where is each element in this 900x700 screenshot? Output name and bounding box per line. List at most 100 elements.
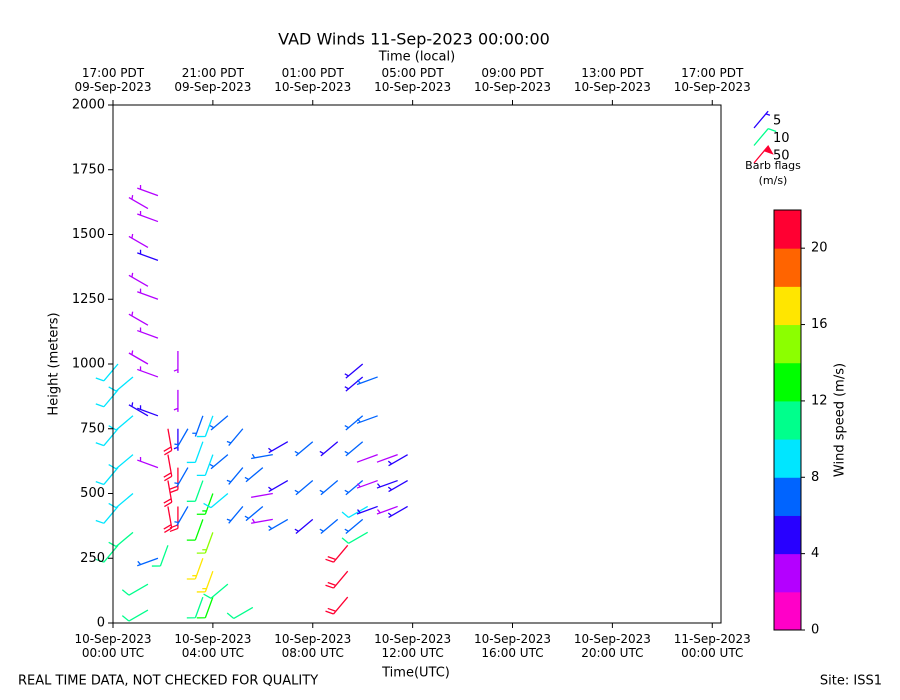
wind-barb [376, 505, 398, 515]
wind-barb [95, 389, 119, 408]
y-tick-label: 1250 [72, 292, 105, 307]
wind-barb [268, 518, 289, 531]
wind-barb [128, 195, 149, 210]
top-axis-label: Time (local) [378, 50, 455, 65]
colorbar-segment [774, 439, 801, 478]
wind-barb [344, 441, 364, 457]
colorbar-segment [774, 248, 801, 287]
colorbar-tick-label: 0 [811, 623, 819, 638]
wind-barb [244, 467, 264, 483]
top-x-tick-label: 05:00 PDT 10-Sep-2023 [374, 66, 452, 94]
top-x-tick-label: 17:00 PDT 09-Sep-2023 [74, 66, 152, 94]
legend-title: Barb flags (m/s) [745, 159, 801, 187]
wind-barb [186, 596, 204, 619]
y-axis-label: Height (meters) [47, 312, 62, 415]
colorbar-segment [774, 210, 801, 249]
wind-barb [341, 531, 369, 544]
legend-barb [753, 145, 774, 164]
y-tick-label: 0 [97, 616, 105, 631]
wind-barb [268, 479, 289, 493]
x-tick-label: 10-Sep-2023 00:00 UTC [74, 632, 152, 660]
legend-label: 50 [773, 149, 790, 164]
wind-barb [95, 506, 119, 524]
wind-barb [226, 606, 254, 620]
y-tick-label: 1500 [72, 227, 105, 242]
site-label: Site: ISS1 [820, 674, 882, 689]
wind-barb [226, 428, 244, 447]
wind-barb [325, 596, 349, 615]
wind-barb [344, 376, 364, 392]
wind-barb [376, 454, 398, 463]
wind-barb [95, 544, 119, 563]
wind-barb [356, 454, 378, 463]
wind-barb [387, 505, 408, 519]
wind-barb [294, 518, 314, 535]
y-tick-label: 1750 [72, 162, 105, 177]
wind-barb [174, 506, 189, 526]
colorbar-tick-label: 8 [811, 470, 819, 485]
top-x-tick-label: 01:00 PDT 10-Sep-2023 [274, 66, 352, 94]
wind-barb [128, 233, 149, 249]
wind-barb [121, 609, 149, 622]
wind-barb [376, 479, 398, 489]
wind-barb [186, 558, 204, 580]
wind-barb [137, 288, 159, 300]
wind-barb [196, 570, 214, 593]
x-tick-label: 10-Sep-2023 08:00 UTC [274, 632, 352, 660]
wind-barb [196, 454, 214, 477]
colorbar-segment [774, 477, 801, 516]
x-tick-label: 10-Sep-2023 04:00 UTC [174, 632, 252, 660]
wind-barb [356, 479, 378, 489]
wind-barb [244, 505, 264, 522]
wind-barb [294, 441, 314, 457]
wind-barb [319, 441, 339, 457]
wind-barb [95, 363, 119, 382]
y-tick-label: 500 [80, 486, 105, 501]
colorbar-segment [774, 515, 801, 555]
x-tick-label: 11-Sep-2023 00:00 UTC [673, 632, 751, 660]
wind-barb [387, 479, 408, 493]
wind-barb [294, 480, 314, 496]
wind-barb [344, 518, 364, 535]
wind-barb [163, 454, 173, 482]
wind-barb [95, 467, 119, 486]
legend-label: 5 [773, 114, 781, 129]
wind-barb [196, 415, 214, 438]
wind-barb [186, 519, 204, 541]
top-x-tick-label: 13:00 PDT 10-Sep-2023 [573, 66, 651, 94]
wind-barb [169, 506, 179, 533]
wind-barb [356, 376, 378, 386]
wind-barb [251, 492, 273, 498]
wind-barb [163, 428, 173, 456]
top-x-tick-label: 09:00 PDT 10-Sep-2023 [473, 66, 552, 94]
wind-barb [108, 415, 134, 431]
legend-label: 10 [773, 131, 790, 146]
wind-barb [196, 493, 214, 515]
wind-barb [325, 570, 349, 589]
y-tick-label: 250 [80, 551, 105, 566]
wind-barb [163, 506, 173, 534]
wind-barb [192, 415, 204, 437]
x-tick-label: 10-Sep-2023 12:00 UTC [374, 632, 452, 660]
wind-barb [387, 454, 408, 467]
colorbar-segment [774, 324, 801, 364]
wind-barb [137, 249, 159, 262]
plot-area [95, 185, 408, 622]
colorbar-tick-label: 20 [811, 241, 828, 256]
footer-note: REAL TIME DATA, NOT CHECKED FOR QUALITY [18, 674, 318, 689]
colorbar-tick-label: 4 [811, 546, 819, 561]
wind-barb [341, 505, 369, 519]
wind-barb [186, 480, 204, 502]
colorbar-segment [774, 286, 801, 326]
wind-barb [128, 311, 149, 326]
legend-barb [753, 110, 771, 129]
wind-barb [137, 366, 159, 378]
x-tick-label: 10-Sep-2023 20:00 UTC [573, 632, 651, 660]
wind-barb [128, 350, 149, 365]
wind-barb [325, 544, 349, 563]
wind-barb [173, 389, 179, 412]
wind-barb [268, 441, 289, 454]
x-tick-label: 10-Sep-2023 16:00 UTC [473, 632, 552, 660]
